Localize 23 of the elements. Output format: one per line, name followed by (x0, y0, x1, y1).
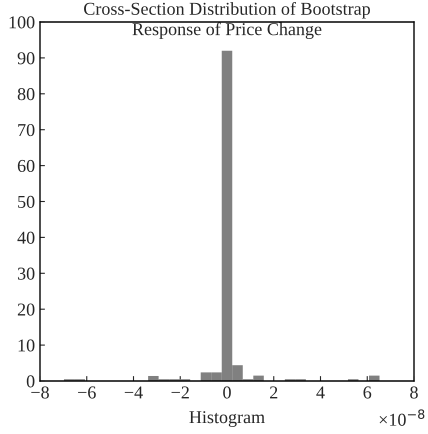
y-tick-label: 100 (10, 16, 34, 28)
x-tick-label: 8 (410, 386, 418, 399)
chart-title: Cross-Section Distribution of Bootstrap Response of Price Change (84, 2, 370, 39)
x-tick-label: −6 (78, 386, 96, 399)
x-tick-label: −4 (124, 386, 143, 398)
y-tick-label: 0 (26, 375, 34, 388)
y-tick-label: 40 (17, 232, 34, 244)
y-tick-label: 10 (18, 339, 34, 352)
x-tick-label: 2 (270, 386, 278, 398)
x-tick-label: 0 (223, 386, 231, 399)
y-tick-label: 70 (18, 124, 34, 136)
y-tick-label: 50 (18, 196, 34, 208)
y-tick-label: 60 (18, 160, 34, 172)
text: ×10$^{−8}$ (380, 409, 424, 426)
x-tick-label: 4 (316, 386, 325, 398)
x-tick-label: −8 (31, 386, 49, 399)
y-tick-label: 20 (18, 303, 34, 316)
y-tick-label: 30 (18, 268, 34, 280)
x-axis-title: Histogram (189, 411, 265, 427)
y-tick-label: 90 (18, 52, 34, 64)
x-tick-label: 6 (364, 386, 372, 399)
y-tick-label: 80 (18, 88, 34, 100)
x-tick-label: −2 (172, 386, 189, 398)
